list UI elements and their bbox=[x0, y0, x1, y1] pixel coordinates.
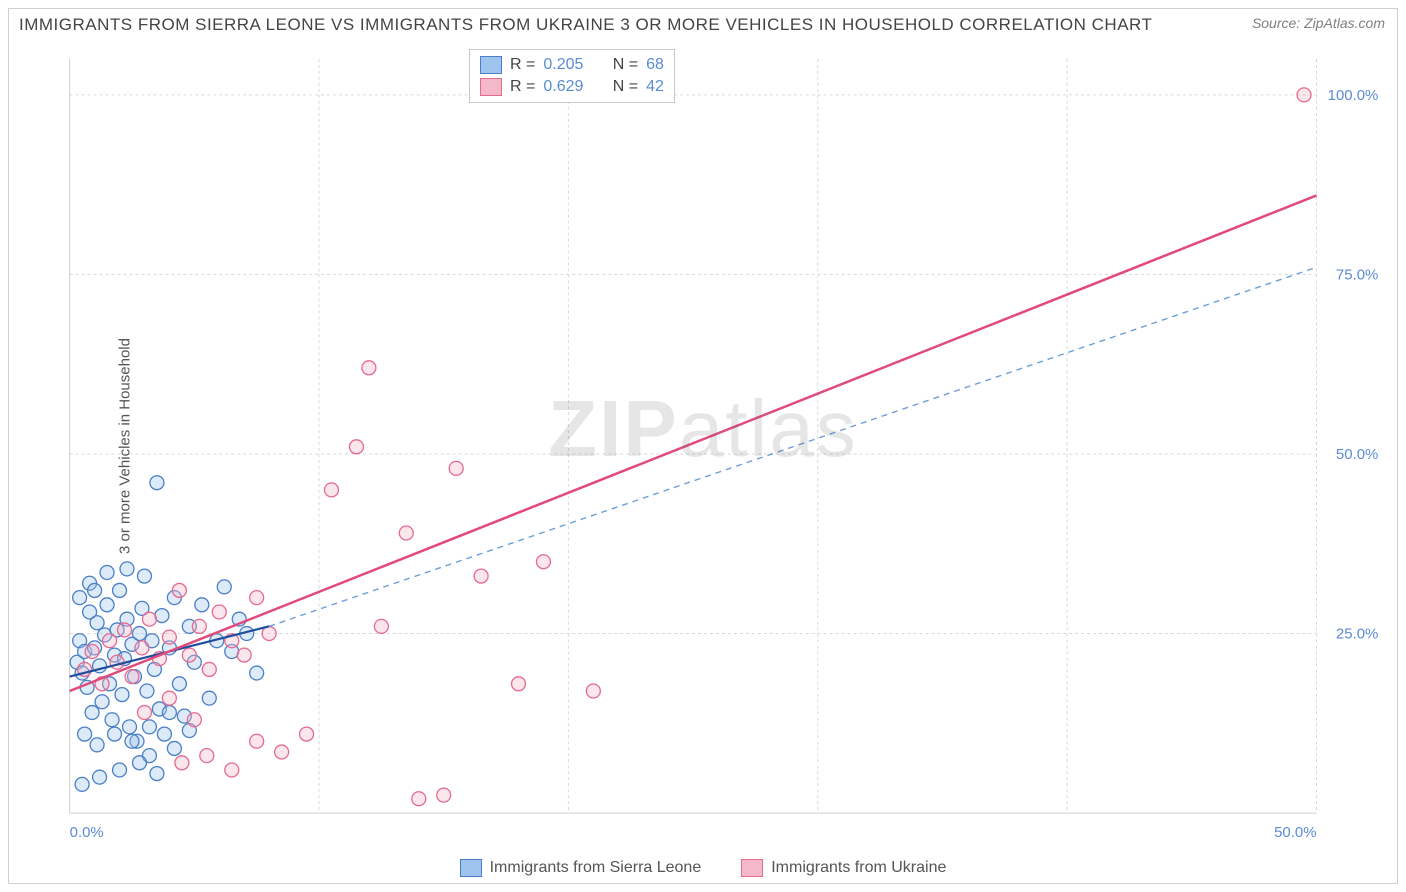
legend-stats-row: R = 0.205 N = 68 bbox=[480, 54, 664, 76]
legend-swatch bbox=[460, 859, 482, 877]
legend-series-label: Immigrants from Ukraine bbox=[771, 859, 946, 877]
legend-series-item: Immigrants from Sierra Leone bbox=[460, 859, 702, 877]
legend-r-value: 0.629 bbox=[543, 78, 583, 96]
svg-text:75.0%: 75.0% bbox=[1336, 266, 1378, 283]
legend-swatch bbox=[480, 78, 502, 96]
svg-text:25.0%: 25.0% bbox=[1336, 626, 1378, 643]
svg-text:0.0%: 0.0% bbox=[70, 824, 104, 841]
legend-n-value: 42 bbox=[646, 78, 664, 96]
legend-swatch bbox=[741, 859, 763, 877]
legend-stats-row: R = 0.629 N = 42 bbox=[480, 76, 664, 98]
chart-svg: 25.0% 50.0% 75.0% 100.0% 0.0% 50.0% bbox=[59, 49, 1387, 843]
svg-text:50.0%: 50.0% bbox=[1336, 446, 1378, 463]
legend-series: Immigrants from Sierra Leone Immigrants f… bbox=[9, 859, 1397, 877]
correlation-chart: IMMIGRANTS FROM SIERRA LEONE VS IMMIGRAN… bbox=[8, 8, 1398, 884]
legend-r-value: 0.205 bbox=[543, 56, 583, 74]
legend-stats: R = 0.205 N = 68R = 0.629 N = 42 bbox=[469, 49, 675, 103]
chart-title: IMMIGRANTS FROM SIERRA LEONE VS IMMIGRAN… bbox=[19, 15, 1152, 35]
svg-text:100.0%: 100.0% bbox=[1328, 87, 1379, 104]
legend-n-value: 68 bbox=[646, 56, 664, 74]
legend-swatch bbox=[480, 56, 502, 74]
source-label: Source: ZipAtlas.com bbox=[1252, 15, 1385, 31]
legend-series-label: Immigrants from Sierra Leone bbox=[490, 859, 702, 877]
legend-series-item: Immigrants from Ukraine bbox=[741, 859, 946, 877]
svg-text:50.0%: 50.0% bbox=[1274, 824, 1316, 841]
plot-area: 25.0% 50.0% 75.0% 100.0% 0.0% 50.0% bbox=[59, 49, 1387, 843]
